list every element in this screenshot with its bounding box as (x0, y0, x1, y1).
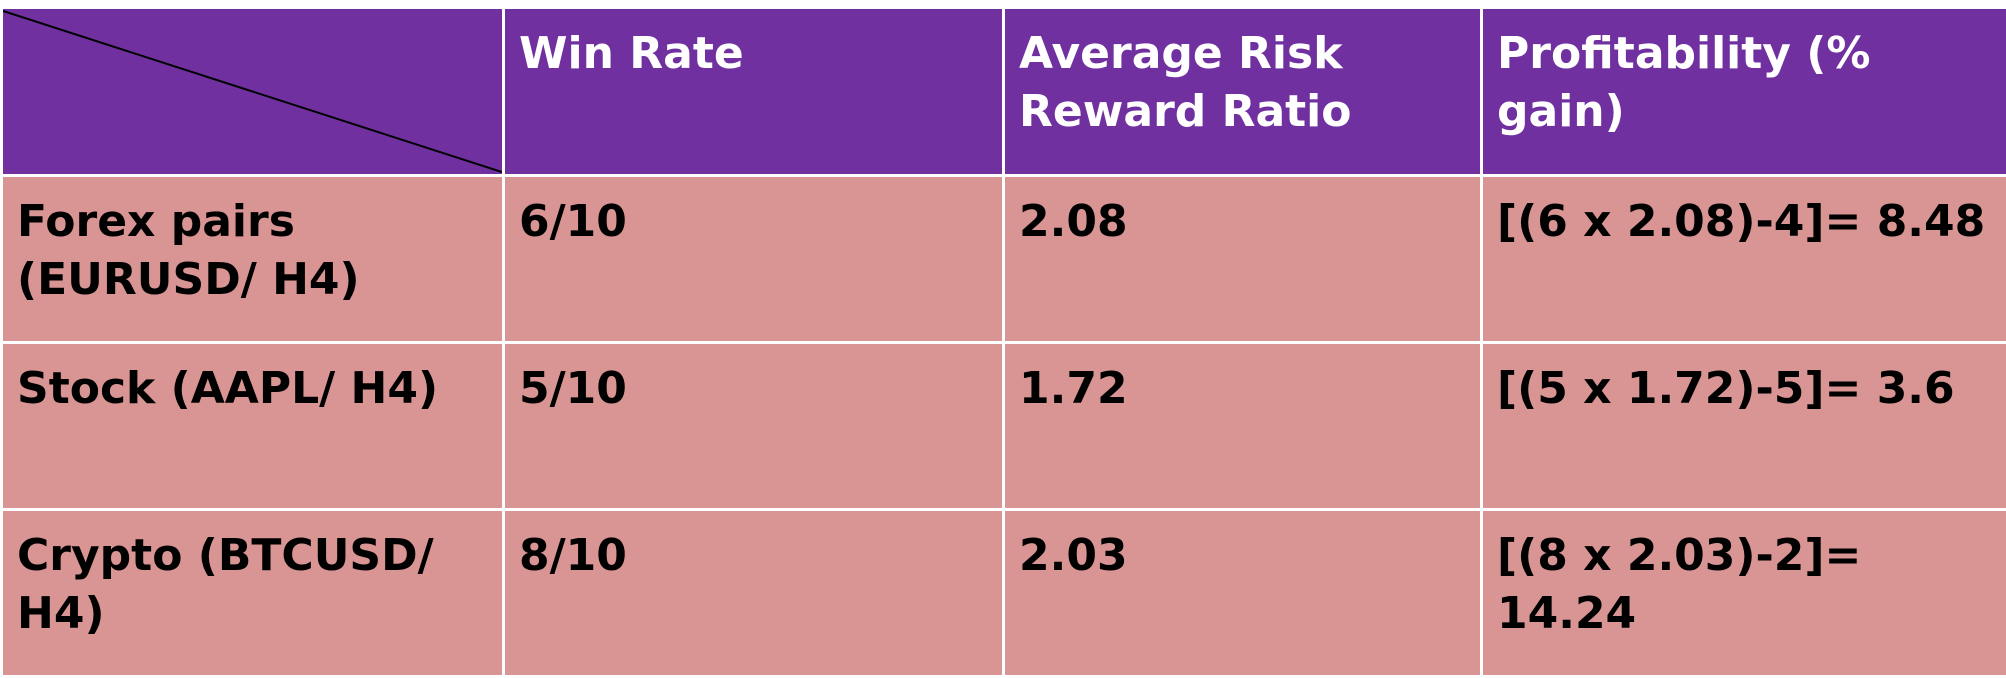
risk-reward-cell: 2.08 (1004, 176, 1482, 343)
comparison-table: Win Rate Average Risk Reward Ratio Profi… (0, 6, 2006, 678)
header-profitability: Profitability (% gain) (1482, 8, 2006, 176)
table-row: Crypto (BTCUSD/ H4) 8/10 2.03 [(8 x 2.03… (2, 510, 2006, 677)
profitability-cell: [(8 x 2.03)-2]= 14.24 (1482, 510, 2006, 677)
row-label: Stock (AAPL/ H4) (2, 343, 504, 510)
row-label: Crypto (BTCUSD/ H4) (2, 510, 504, 677)
win-rate-cell: 8/10 (504, 510, 1004, 677)
win-rate-cell: 5/10 (504, 343, 1004, 510)
win-rate-cell: 6/10 (504, 176, 1004, 343)
header-win-rate: Win Rate (504, 8, 1004, 176)
risk-reward-cell: 1.72 (1004, 343, 1482, 510)
header-risk-reward-ratio: Average Risk Reward Ratio (1004, 8, 1482, 176)
header-row: Win Rate Average Risk Reward Ratio Profi… (2, 8, 2006, 176)
profitability-cell: [(5 x 1.72)-5]= 3.6 (1482, 343, 2006, 510)
table-row: Stock (AAPL/ H4) 5/10 1.72 [(5 x 1.72)-5… (2, 343, 2006, 510)
diagonal-split-line (3, 9, 502, 174)
profitability-cell: [(6 x 2.08)-4]= 8.48 (1482, 176, 2006, 343)
corner-cell (2, 8, 504, 176)
row-label: Forex pairs (EURUSD/ H4) (2, 176, 504, 343)
comparison-table-container: Win Rate Average Risk Reward Ratio Profi… (0, 6, 2006, 677)
table-row: Forex pairs (EURUSD/ H4) 6/10 2.08 [(6 x… (2, 176, 2006, 343)
risk-reward-cell: 2.03 (1004, 510, 1482, 677)
